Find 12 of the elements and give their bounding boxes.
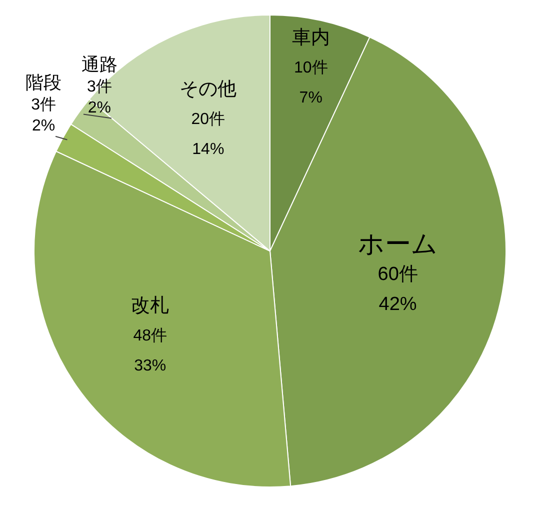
slice-label: その他 bbox=[180, 79, 237, 100]
slice-label: 車内 bbox=[292, 27, 330, 48]
data-label: 20件 14% bbox=[191, 110, 226, 158]
data-label: 48件 33% bbox=[133, 328, 168, 375]
data-label: 10件 7% bbox=[294, 59, 328, 106]
data-label: 60件 42% bbox=[378, 264, 418, 316]
data-label: 3件 2% bbox=[31, 96, 56, 134]
slice-label: 改札 bbox=[131, 296, 170, 317]
slice-label: 通路 bbox=[81, 54, 118, 74]
slice-label: ホーム bbox=[358, 228, 438, 259]
slice-label: 階段 bbox=[26, 72, 62, 92]
data-label: 3件 2% bbox=[87, 78, 112, 116]
